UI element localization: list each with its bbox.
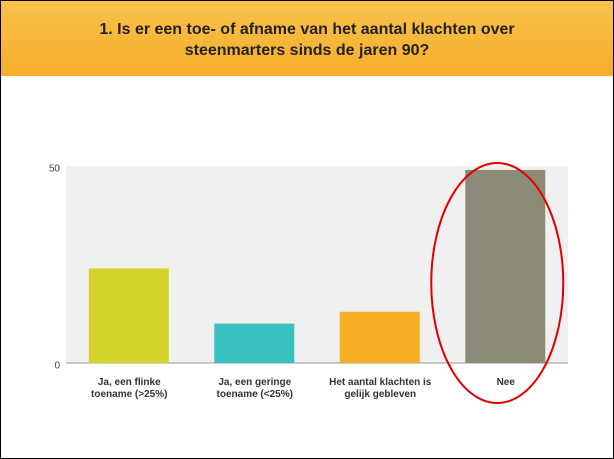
bar [214,323,295,363]
x-tick-label: Het aantal klachten is gelijk gebleven [329,377,432,400]
chart-title: 1. Is er een toe- of afname van het aant… [99,21,515,59]
bar [465,169,546,363]
bar [339,311,420,363]
y-tick-label: 0 [54,361,60,372]
bar [88,268,169,363]
y-tick-label: 50 [49,164,61,175]
x-tick-label: Ja, een geringe toename (<25%) [216,377,293,400]
x-tick-label: Ja, een flinke toename (>25%) [91,377,168,400]
header-band [1,1,613,76]
x-tick-label: Nee [496,377,515,388]
highlight-circle [430,162,565,404]
